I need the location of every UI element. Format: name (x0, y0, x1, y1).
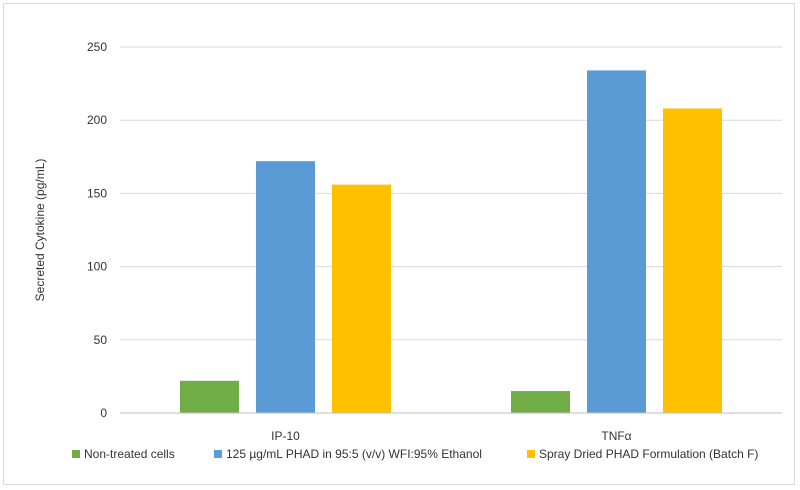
legend-label: 125 µg/mL PHAD in 95:5 (v/v) WFI:95% Eth… (226, 447, 482, 461)
legend-label: Spray Dried PHAD Formulation (Batch F) (539, 447, 758, 461)
bar (587, 70, 646, 413)
x-tick-label: TNFα (601, 429, 631, 443)
y-tick-label: 150 (87, 186, 107, 200)
bar (256, 161, 315, 413)
bar (332, 184, 391, 413)
y-axis-ticks: 0 50 100 150 200 250 (87, 40, 107, 420)
bars (180, 70, 722, 413)
y-tick-label: 0 (100, 406, 107, 420)
legend-swatch (527, 450, 535, 458)
bar (180, 380, 239, 413)
y-tick-label: 250 (87, 40, 107, 54)
legend-swatch (72, 450, 80, 458)
y-tick-label: 100 (87, 260, 107, 274)
legend: Non-treated cells 125 µg/mL PHAD in 95:5 … (72, 447, 758, 461)
legend-label: Non-treated cells (84, 447, 175, 461)
y-tick-label: 200 (87, 113, 107, 127)
bar (663, 108, 722, 413)
x-axis-ticks: IP-10 TNFα (271, 429, 632, 443)
x-tick-label: IP-10 (271, 429, 300, 443)
bar (511, 391, 570, 413)
legend-swatch (214, 450, 222, 458)
y-axis-label: Secreted Cytokine (pg/mL) (33, 159, 47, 302)
y-tick-label: 50 (94, 333, 108, 347)
